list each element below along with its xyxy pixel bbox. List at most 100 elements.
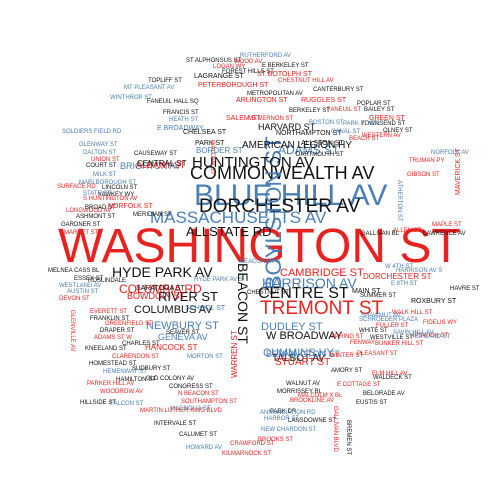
street-word: WHITE ST (359, 328, 388, 334)
street-word: KNEELAND ST (85, 346, 127, 352)
street-word: AMERICAN LEGION HY (242, 140, 353, 151)
street-word: HAMILTON ST (116, 377, 156, 383)
street-word: ESSEX ST (74, 276, 104, 282)
street-word: PETERBOROUGH ST (198, 82, 269, 89)
street-word: SUDBURY ST (132, 366, 171, 372)
street-word: CENTRE ST (258, 285, 349, 302)
street-word: DRAPER ST (100, 328, 135, 334)
street-word: BLUE HILL AV (194, 179, 388, 212)
street-word: MT VERNON ST (248, 116, 294, 122)
street-word: CHESTNUT HILL AV (278, 78, 334, 84)
street-word: DEVON ST (59, 296, 90, 302)
street-word: SUMMER ST (360, 293, 396, 299)
street-word: LOGAN WY (213, 64, 246, 70)
street-word: WARREN ST (230, 330, 239, 378)
street-word: HILLSIDE ST (80, 400, 117, 406)
street-word: WALDEN ST (209, 140, 215, 175)
street-word: N BEACON ST (178, 391, 219, 397)
street-word: PARKER HILL AV (87, 381, 135, 387)
street-word: CALUMET ST (179, 432, 217, 438)
street-word: WINTER ST (330, 353, 363, 359)
street-word: LONGWOOD AV (66, 208, 112, 214)
street-word: MAVERICK ST (455, 148, 462, 195)
street-word: METROPOLITAN AV (247, 91, 303, 97)
street-word: GENEVA AV (158, 332, 208, 342)
street-word: BEACH ST (349, 136, 380, 142)
street-word: CONGRESS ST (169, 384, 213, 390)
street-word: YAWKEY WY (98, 192, 135, 198)
street-word: RUGGLES ST (301, 97, 347, 104)
street-word: MARLBOROUGH ST (79, 180, 137, 186)
street-word: SAVIN HILL AV (393, 330, 434, 336)
street-word: LANSDOWNE ST (288, 418, 337, 424)
street-word: MT PLEASANT AV (124, 85, 175, 91)
street-word: NORFOLK ST (108, 203, 153, 210)
street-word: SCHOOL ST (185, 305, 226, 312)
street-word: MARTIN LUTHER KING BLVD (140, 408, 222, 414)
street-word: EVERETT ST (90, 309, 127, 315)
street-word: BREMEN ST (345, 420, 351, 456)
street-word: FRANCIS ST (163, 110, 199, 116)
street-word: TOPLIFF ST (148, 78, 182, 84)
street-word: MASSACHUSETTS AV (150, 208, 327, 227)
street-word: GLENWAY ST (79, 142, 118, 148)
street-word: TALBOT AV (272, 353, 325, 364)
street-word: GREEN ST (369, 115, 405, 122)
street-word: CANTERBURY ST (313, 87, 364, 93)
street-word: BROOKLINE AV (290, 398, 334, 404)
street-word: ASHMONT ST (76, 214, 116, 220)
street-word: DALTON ST (83, 150, 117, 156)
street-word: PARK DR (270, 409, 297, 415)
street-word: FIDELIS WY (423, 320, 458, 326)
street-word: SALEM ST (226, 115, 261, 122)
street-word: BRIGHTON AV (120, 161, 181, 171)
street-word: ATHERTON ST (396, 180, 402, 222)
street-word: ADAMS ST W (94, 335, 132, 341)
street-word: ALBANY ST (136, 160, 186, 170)
street-word: BENNINGTON ST (266, 349, 340, 359)
street-word: NEW CHARDON ST (261, 427, 317, 433)
street-word: ELM HILL AV (372, 371, 408, 377)
street-word: ALLSTATE RD (186, 224, 272, 239)
street-word: BOWDOIN ST (127, 291, 185, 301)
street-word: WALNUT AV (286, 381, 320, 387)
street-word: RIVER ST (158, 289, 218, 304)
street-word: BEACON ST S (240, 259, 281, 265)
street-word: UNION ST (91, 157, 120, 163)
street-word: EUSTIS ST (356, 400, 388, 406)
street-word: LAGRANGE ST (194, 73, 244, 80)
street-word: NORTHAMPTON ST (276, 130, 342, 137)
street-word: OLNEY ST (383, 128, 413, 134)
street-word: ALLEN ST (393, 228, 422, 234)
street-word: HAVRE ST (450, 286, 480, 292)
street-word: WESTERN AV (362, 133, 401, 139)
street-word: HIGHLAND ST (410, 334, 451, 340)
street-word: ANNUNCIATION RD (260, 410, 316, 416)
street-word: CENTRAL ST (137, 159, 187, 168)
street-word: FRANKLIN ST (90, 316, 130, 322)
street-word: DORCHESTER ST (363, 272, 432, 281)
street-word: WOODROW AV (100, 389, 143, 395)
street-word: IPSWICH ST (413, 333, 449, 339)
street-word: FANEUIL ST (327, 107, 362, 113)
street-word: CLARENDON ST (112, 354, 160, 360)
street-word: AUSTIN ST (67, 289, 99, 295)
street-word: CUMMINS HY (263, 347, 334, 359)
street-word: STATE ST (83, 191, 111, 197)
street-word: MORTON ST (187, 354, 223, 360)
street-word: ARLINGTON ST (236, 97, 288, 104)
street-word: BORDER ST (196, 146, 243, 155)
street-word: CANAL ST (331, 129, 361, 135)
street-word: S HUNTINGTON AV (83, 196, 138, 202)
street-word: COURT ST (86, 163, 117, 169)
street-word: LAWRENCE AV (423, 231, 466, 237)
street-word: E COTTAGE ST (337, 382, 381, 388)
street-word: FALCON ST (110, 401, 144, 407)
street-word: W 4TH ST (385, 264, 413, 270)
street-word: HARBOR ST (264, 416, 300, 422)
street-word: GLENVILLE AV (69, 310, 75, 352)
street-word: HYDE PARK AV S (194, 277, 243, 283)
street-word: DARTMOUTH ST (296, 152, 344, 158)
street-word: OLD COLONY AV (146, 376, 195, 382)
street-word: WASHINGTON ST (58, 220, 461, 273)
